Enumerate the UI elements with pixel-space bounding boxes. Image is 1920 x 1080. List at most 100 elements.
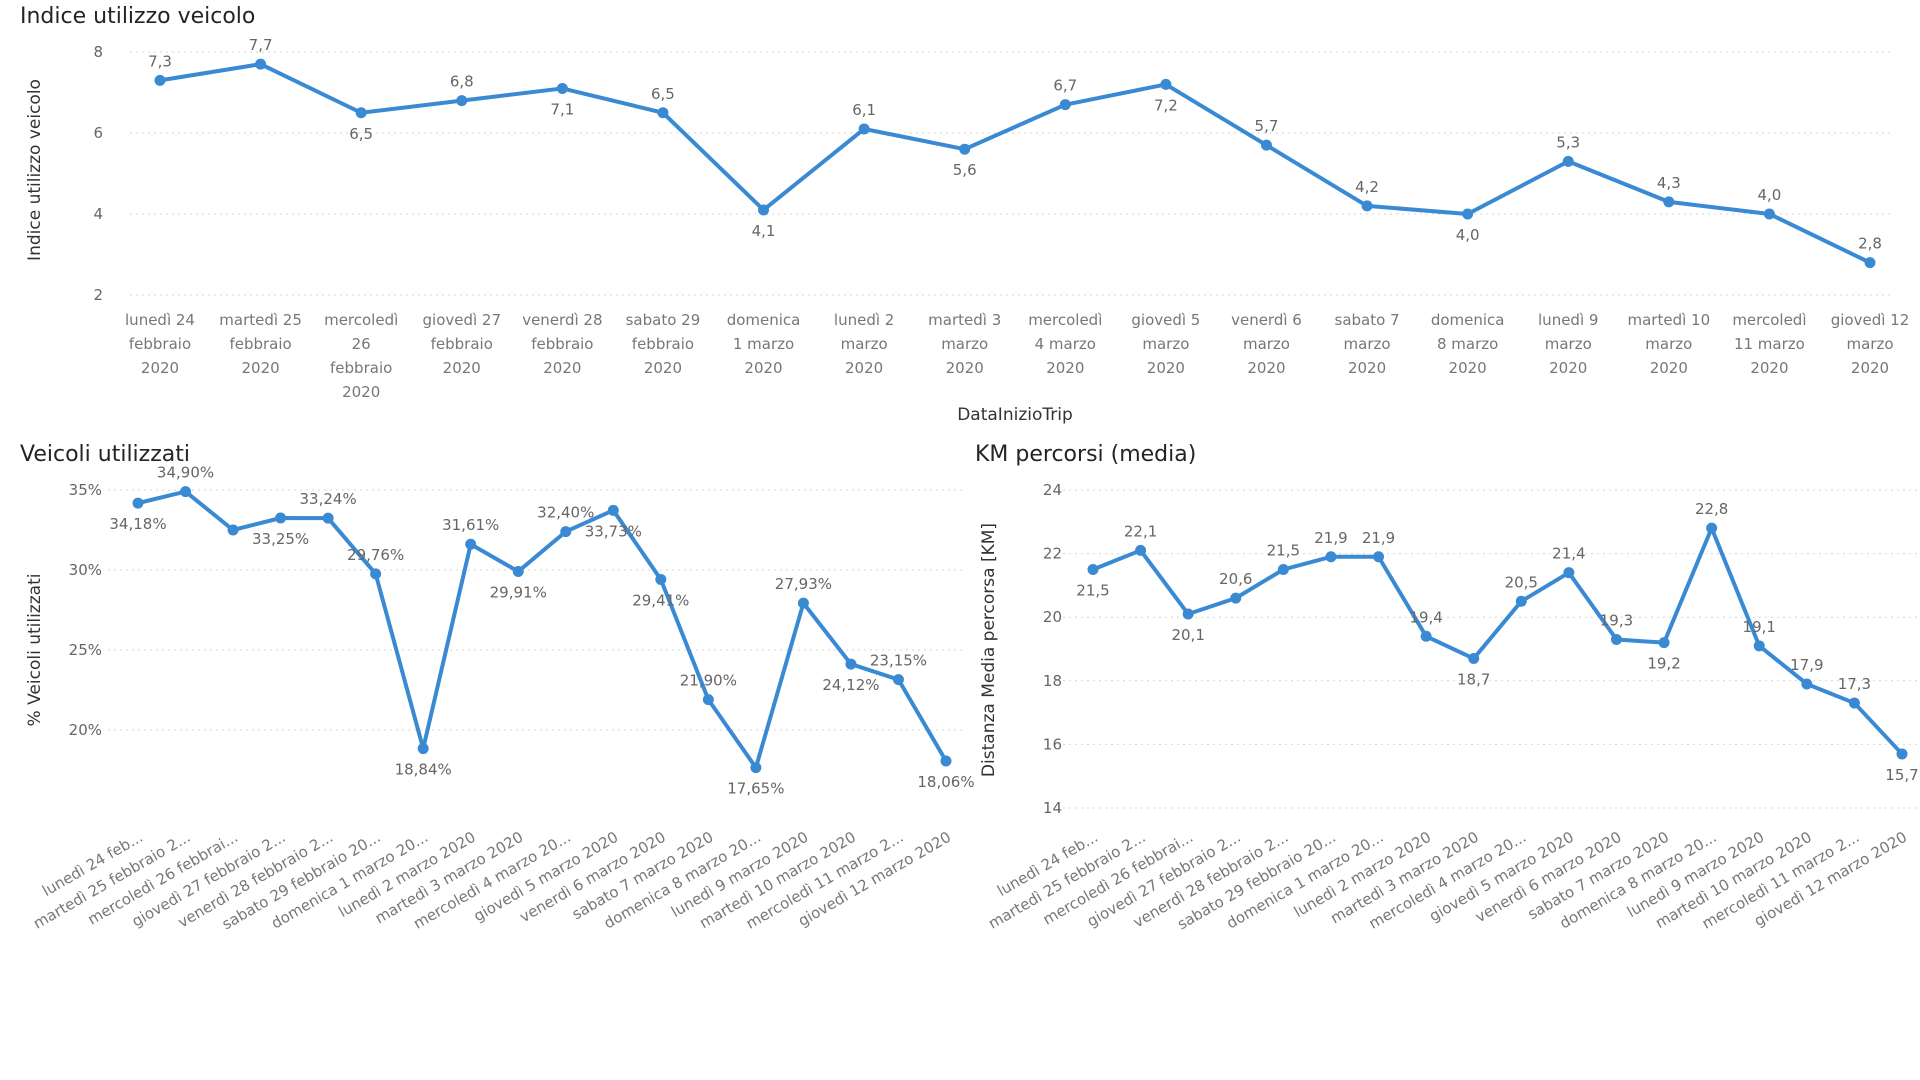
y-axis-label: Distanza Media percorsa [KM] (979, 523, 999, 777)
data-point (892, 674, 904, 686)
data-point (1562, 155, 1574, 167)
y-tick-label: 35% (69, 481, 102, 499)
data-point (702, 694, 714, 706)
data-point (1563, 567, 1575, 579)
data-point (1706, 522, 1718, 534)
data-point (959, 143, 971, 155)
data-point (750, 762, 762, 774)
y-axis-label: Indice utilizzo veicolo (25, 79, 45, 261)
data-label: 17,9 (1790, 656, 1823, 674)
data-point (180, 486, 192, 498)
data-point (1801, 678, 1813, 690)
data-point (1610, 633, 1622, 645)
y-tick-label: 22 (1043, 545, 1062, 563)
data-label: 34,90% (157, 464, 214, 482)
data-point (1260, 139, 1272, 151)
x-tick-label: mercoledì 26 febbraio 2020 (324, 311, 398, 401)
x-tick-label: domenica 1 marzo 2020 (727, 311, 801, 377)
data-point (275, 512, 287, 524)
data-point (556, 82, 568, 94)
series-line (158, 62, 1872, 265)
data-label: 4,0 (1757, 186, 1781, 204)
x-tick-label: martedì 25 febbraio 2020 (219, 311, 302, 377)
data-label: 29,76% (347, 546, 404, 564)
data-label: 5,3 (1556, 133, 1580, 151)
data-point (607, 504, 619, 516)
data-label: 17,65% (727, 780, 784, 798)
data-label: 4,1 (752, 222, 776, 240)
data-label: 19,3 (1600, 611, 1633, 629)
x-tick-label: sabato 7 marzo 2020 (1335, 311, 1400, 377)
data-point (657, 107, 669, 119)
data-point (758, 204, 770, 216)
data-point (1135, 544, 1147, 556)
data-label: 27,93% (775, 575, 832, 593)
data-label: 5,6 (953, 161, 977, 179)
y-tick-label: 24 (1043, 481, 1062, 499)
y-tick-label: 20% (69, 721, 102, 739)
data-label: 17,3 (1838, 675, 1871, 693)
y-tick-label: 14 (1043, 799, 1062, 817)
data-point (1420, 630, 1432, 642)
data-point (465, 538, 477, 550)
data-point (1087, 564, 1099, 575)
data-label: 22,8 (1695, 500, 1728, 518)
data-label: 6,5 (349, 125, 373, 143)
data-point (1325, 551, 1337, 563)
data-point (1864, 257, 1876, 269)
data-label: 22,1 (1124, 522, 1157, 540)
chart-title-veicoli-utilizzati: Veicoli utilizzati (20, 442, 190, 467)
data-label: 23,15% (870, 652, 927, 670)
data-label: 21,9 (1362, 529, 1395, 547)
x-tick-label: giovedì 5 marzo 2020 (1131, 311, 1200, 377)
data-label: 33,24% (300, 490, 357, 508)
data-label: 19,1 (1743, 618, 1776, 636)
data-label: 4,0 (1456, 226, 1480, 244)
x-axis-label: DataInizioTrip (957, 405, 1073, 425)
data-point (322, 512, 334, 524)
data-label: 5,7 (1255, 117, 1279, 135)
data-label: 21,5 (1076, 582, 1109, 600)
data-point (1763, 208, 1775, 220)
data-point (1515, 595, 1527, 607)
data-label: 7,7 (249, 36, 273, 54)
data-point (1277, 564, 1289, 575)
data-label: 18,7 (1457, 671, 1490, 689)
data-label: 7,1 (550, 100, 574, 118)
y-tick-label: 16 (1043, 735, 1062, 753)
data-point (1059, 99, 1071, 111)
x-tick-label: domenica 8 marzo 2020 (1431, 311, 1505, 377)
data-label: 21,9 (1314, 529, 1347, 547)
data-point (1848, 697, 1860, 709)
y-tick-label: 4 (93, 205, 103, 223)
x-tick-label: giovedì 27 febbraio 2020 (423, 311, 502, 377)
data-point (1182, 608, 1194, 620)
data-point (1468, 653, 1480, 665)
data-label: 4,3 (1657, 174, 1681, 192)
x-tick-label: lunedì 9 marzo 2020 (1538, 311, 1598, 377)
data-point (370, 568, 382, 580)
x-tick-label: martedì 10 marzo 2020 (1628, 311, 1711, 377)
data-label: 19,2 (1647, 655, 1680, 673)
data-label: 33,25% (252, 530, 309, 548)
data-label: 21,90% (680, 672, 737, 690)
data-point (655, 573, 667, 585)
x-tick-label: sabato 29 febbraio 2020 (626, 311, 701, 377)
x-tick-label: lunedì 24 febbraio 2020 (125, 311, 195, 377)
data-point (1230, 592, 1242, 604)
x-tick-label: venerdì 28 febbraio 2020 (522, 311, 602, 377)
data-label: 34,18% (109, 515, 166, 533)
data-label: 20,6 (1219, 570, 1252, 588)
data-label: 7,2 (1154, 96, 1178, 114)
data-label: 21,5 (1267, 542, 1300, 560)
data-point (227, 524, 239, 536)
y-tick-label: 30% (69, 561, 102, 579)
x-tick-label: lunedì 2 marzo 2020 (834, 311, 894, 377)
data-label: 19,4 (1409, 608, 1442, 626)
data-point (417, 743, 429, 755)
x-tick-label: mercoledì 11 marzo 2020 (1732, 311, 1806, 377)
x-tick-label: mercoledì 4 marzo 2020 (1028, 311, 1102, 377)
data-label: 6,5 (651, 85, 675, 103)
data-point (154, 74, 166, 86)
data-point (1361, 200, 1373, 212)
